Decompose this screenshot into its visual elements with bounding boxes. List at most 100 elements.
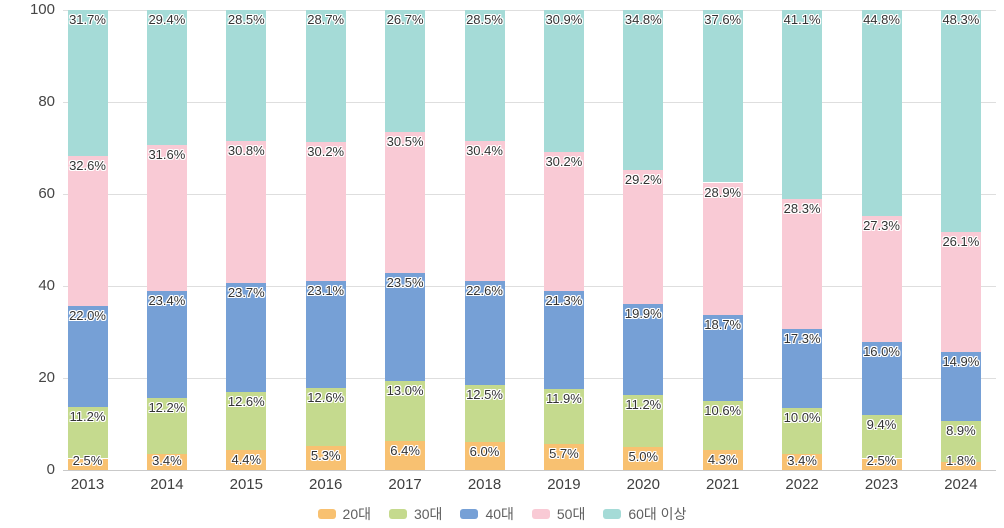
bar-segment-40대-2021 <box>702 315 743 402</box>
bar-segment-50대-2017 <box>385 132 426 273</box>
bar-segment-60대 이상-2013 <box>67 10 108 156</box>
data-label-40대-2022: 17.3% <box>783 330 821 346</box>
data-label-60대 이상-2018: 28.5% <box>466 12 503 27</box>
bar-segment-20대-2021 <box>702 450 743 470</box>
y-tick-label: 100 <box>29 1 55 18</box>
bar-segment-40대-2019 <box>543 291 584 390</box>
data-label-20대-2019: 5.7% <box>549 445 579 461</box>
x-tick-label-2016: 2016 <box>309 476 343 493</box>
bar-segment-50대-2022 <box>782 198 823 329</box>
bar-segment-20대-2019 <box>543 443 584 470</box>
legend-label: 20대 <box>342 506 371 522</box>
data-label-40대-2016: 23.1% <box>307 283 345 299</box>
bar-segment-40대-2024 <box>940 352 981 421</box>
data-label-20대-2024: 1.8% <box>946 453 976 468</box>
bar-segment-60대 이상-2021 <box>702 9 743 183</box>
y-tick-label: 60 <box>38 185 55 202</box>
data-label-60대 이상-2019: 30.9% <box>545 12 583 27</box>
bar-segment-40대-2022 <box>782 328 823 409</box>
bar-segment-30대-2016 <box>305 387 346 446</box>
legend-label: 60대 이상 <box>628 506 687 522</box>
data-label-30대-2023: 9.4% <box>866 417 897 433</box>
data-label-60대 이상-2021: 37.6% <box>704 11 742 27</box>
data-label-30대-2016: 12.6% <box>307 389 345 405</box>
bar-segment-20대-2023 <box>861 458 902 470</box>
x-tick-label-2015: 2015 <box>229 476 263 493</box>
legend-label: 50대 <box>556 506 586 522</box>
bar-segment-50대-2021 <box>702 182 743 316</box>
data-label-20대-2021: 4.3% <box>707 452 738 468</box>
data-label-50대-2017: 30.5% <box>386 134 424 150</box>
bar-segment-60대 이상-2016 <box>305 10 346 143</box>
legend: 20대 30대 40대 50대 60대 이상 <box>0 503 1004 525</box>
bar-segment-30대-2015 <box>226 391 267 450</box>
data-label-60대 이상-2022: 41.1% <box>783 11 821 27</box>
x-tick-label-2019: 2019 <box>547 476 581 493</box>
data-label-30대-2021: 10.6% <box>704 403 742 419</box>
data-label-20대-2015: 4.4% <box>231 451 262 467</box>
x-tick-label-2020: 2020 <box>626 476 660 493</box>
data-label-40대-2015: 23.7% <box>227 284 265 300</box>
data-label-40대-2013: 22.0% <box>69 307 106 323</box>
data-label-50대-2015: 30.8% <box>227 143 265 159</box>
x-tick-label-2021: 2021 <box>706 476 740 493</box>
bar-segment-30대-2017 <box>385 380 426 441</box>
bar-segment-30대-2018 <box>464 384 505 443</box>
legend-swatch-icon <box>460 509 479 519</box>
data-label-60대 이상-2013: 31.7% <box>69 12 106 27</box>
bar-segment-20대-2014 <box>146 454 187 470</box>
data-label-20대-2023: 2.5% <box>866 453 897 468</box>
data-label-20대-2014: 3.4% <box>152 453 182 468</box>
bar-segment-40대-2013 <box>67 305 108 407</box>
bar-segment-50대-2013 <box>67 155 108 306</box>
data-label-40대-2024: 14.9% <box>942 354 980 370</box>
bar-segment-50대-2019 <box>543 152 584 292</box>
data-label-20대-2018: 6.0% <box>469 444 500 460</box>
legend-swatch-icon <box>603 509 622 519</box>
x-axis-line <box>63 469 996 471</box>
data-label-40대-2023: 16.0% <box>863 343 900 359</box>
bar-segment-60대 이상-2017 <box>385 9 426 133</box>
bar-segment-50대-2024 <box>940 232 981 353</box>
legend-swatch-icon <box>388 509 407 519</box>
bar-segment-60대 이상-2024 <box>940 10 981 233</box>
bar-segment-30대-2014 <box>146 398 187 455</box>
data-label-40대-2021: 18.7% <box>704 317 742 333</box>
data-label-40대-2017: 23.5% <box>386 274 424 290</box>
x-tick-label-2022: 2022 <box>785 476 819 493</box>
data-label-50대-2020: 29.2% <box>624 171 662 187</box>
data-label-30대-2013: 11.2% <box>69 408 106 424</box>
data-label-60대 이상-2024: 48.3% <box>942 12 980 27</box>
legend-label: 40대 <box>485 506 514 522</box>
data-label-40대-2020: 19.9% <box>624 305 662 321</box>
data-label-30대-2019: 11.9% <box>545 391 582 407</box>
data-label-30대-2014: 12.2% <box>148 400 186 416</box>
legend-label: 30대 <box>413 506 443 522</box>
legend-swatch-icon <box>531 509 550 519</box>
bar-segment-20대-2024 <box>940 461 981 470</box>
x-tick-label-2017: 2017 <box>388 476 422 493</box>
data-label-20대-2022: 3.4% <box>787 453 817 468</box>
bar-segment-50대-2014 <box>146 145 187 291</box>
data-label-50대-2014: 31.6% <box>148 147 186 163</box>
data-label-20대-2013: 2.5% <box>72 453 103 468</box>
data-label-50대-2016: 30.2% <box>307 144 345 160</box>
bar-segment-60대 이상-2022 <box>782 9 823 199</box>
bar-segment-60대 이상-2019 <box>543 10 584 153</box>
bar-segment-30대-2013 <box>67 406 108 459</box>
y-tick-label: 80 <box>38 93 55 110</box>
bar-segment-30대-2023 <box>861 415 902 459</box>
y-tick-label: 40 <box>38 277 55 294</box>
bar-segment-20대-2020 <box>623 447 664 470</box>
bar-segment-20대-2022 <box>782 454 823 470</box>
bar-segment-30대-2019 <box>543 389 584 444</box>
data-label-60대 이상-2017: 26.7% <box>386 11 424 27</box>
bar-segment-60대 이상-2015 <box>226 10 267 142</box>
legend-item-40대: 40대 <box>460 504 514 524</box>
data-label-30대-2015: 12.6% <box>227 393 265 409</box>
data-label-40대-2019: 21.3% <box>545 293 583 309</box>
bar-segment-40대-2018 <box>464 280 505 385</box>
bar-segment-40대-2015 <box>226 282 267 392</box>
bar-segment-60대 이상-2020 <box>623 9 664 170</box>
bar-segment-50대-2016 <box>305 142 346 282</box>
